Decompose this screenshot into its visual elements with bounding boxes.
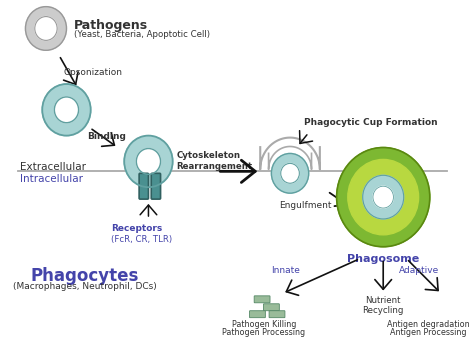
Text: Phagocytic Cup Formation: Phagocytic Cup Formation <box>304 118 438 127</box>
Text: Receptors: Receptors <box>111 224 163 233</box>
Circle shape <box>272 153 309 193</box>
Text: Pathogens: Pathogens <box>74 19 148 32</box>
Circle shape <box>26 7 66 50</box>
Text: Intracellular: Intracellular <box>20 174 83 184</box>
Circle shape <box>348 159 419 235</box>
Circle shape <box>281 164 300 183</box>
Circle shape <box>35 17 57 40</box>
FancyBboxPatch shape <box>249 311 265 318</box>
Text: Binding: Binding <box>87 132 126 141</box>
Text: Engulfment: Engulfment <box>279 201 331 210</box>
Text: Antigen Processing: Antigen Processing <box>390 328 466 337</box>
Text: Nutrient: Nutrient <box>365 296 401 305</box>
Text: Phagosome: Phagosome <box>347 254 419 264</box>
Circle shape <box>124 136 173 187</box>
Circle shape <box>55 97 79 123</box>
Text: Recycling: Recycling <box>363 306 404 315</box>
Text: Phagocytes: Phagocytes <box>31 267 139 285</box>
FancyBboxPatch shape <box>264 304 279 311</box>
Text: Cytoskeleton: Cytoskeleton <box>176 152 240 160</box>
FancyBboxPatch shape <box>139 173 148 199</box>
Text: Pathogen Processing: Pathogen Processing <box>222 328 306 337</box>
Text: (Yeast, Bacteria, Apoptotic Cell): (Yeast, Bacteria, Apoptotic Cell) <box>74 31 210 39</box>
FancyBboxPatch shape <box>254 296 270 303</box>
Circle shape <box>373 186 393 208</box>
Text: Rearrangement: Rearrangement <box>176 163 253 171</box>
Circle shape <box>137 149 161 174</box>
Text: Adaptive: Adaptive <box>399 266 439 275</box>
FancyBboxPatch shape <box>151 173 161 199</box>
Circle shape <box>337 148 430 247</box>
Text: Extracellular: Extracellular <box>20 163 86 172</box>
Text: Antigen degradation: Antigen degradation <box>387 320 469 329</box>
Text: Opsonization: Opsonization <box>64 68 123 76</box>
Circle shape <box>42 84 91 136</box>
Text: (FcR, CR, TLR): (FcR, CR, TLR) <box>111 235 173 244</box>
FancyBboxPatch shape <box>269 311 285 318</box>
Text: (Macrophages, Neutrophil, DCs): (Macrophages, Neutrophil, DCs) <box>13 283 157 291</box>
Text: Innate: Innate <box>271 266 300 275</box>
Circle shape <box>363 175 404 219</box>
Text: Pathogen Killing: Pathogen Killing <box>232 320 296 329</box>
